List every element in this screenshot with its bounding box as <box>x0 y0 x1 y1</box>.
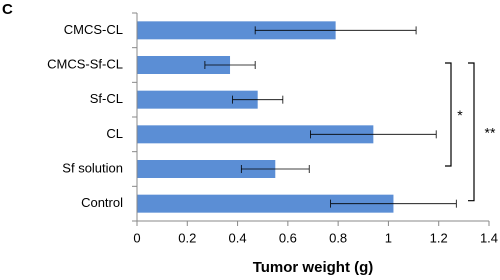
y-tick-label: Control <box>81 195 123 210</box>
bar <box>137 125 374 144</box>
bar <box>137 160 276 178</box>
x-axis-title: Tumor weight (g) <box>253 259 374 276</box>
bar <box>137 90 258 109</box>
error-bar <box>330 199 457 208</box>
significance-label: ** <box>485 125 496 141</box>
error-bar <box>204 61 256 69</box>
error-bar <box>254 26 417 35</box>
y-tick-label: CMCS-Sf-CL <box>47 56 123 71</box>
panel-label: C <box>2 1 13 18</box>
significance-bracket <box>445 62 452 167</box>
error-bar <box>310 130 437 139</box>
y-tick-label: Sf solution <box>62 160 123 175</box>
x-tick-label: 0 <box>133 230 140 245</box>
significance-label: * <box>457 107 463 123</box>
bar <box>137 194 394 213</box>
x-tick-label: 1 <box>385 230 392 245</box>
y-tick-label: CL <box>106 126 123 141</box>
y-tick-label: Sf-CL <box>90 91 123 106</box>
x-tick-label: 1.2 <box>430 230 448 245</box>
x-tick-label: 0.8 <box>329 230 347 245</box>
x-tick-label: 0.6 <box>279 230 297 245</box>
error-bar <box>232 95 284 104</box>
x-tick-label: 0.4 <box>229 230 247 245</box>
x-tick-label: 1.4 <box>480 230 498 245</box>
error-bar <box>240 165 310 173</box>
x-tick-label: 0.2 <box>178 230 196 245</box>
significance-bracket <box>468 62 475 202</box>
y-tick-label: CMCS-CL <box>64 22 123 37</box>
bar <box>137 56 231 74</box>
bar <box>137 21 336 40</box>
